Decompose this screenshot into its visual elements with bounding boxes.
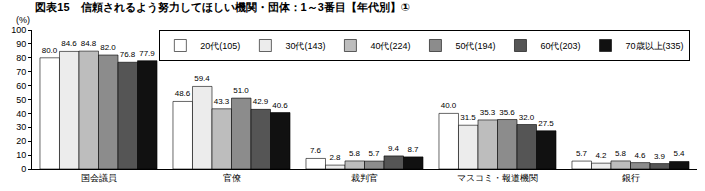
svg-text:80: 80 bbox=[16, 53, 26, 63]
svg-text:5.7: 5.7 bbox=[576, 149, 588, 158]
svg-text:4.6: 4.6 bbox=[634, 151, 646, 160]
svg-text:50: 50 bbox=[16, 95, 26, 105]
svg-text:30代(143): 30代(143) bbox=[285, 41, 325, 51]
svg-text:20代(105): 20代(105) bbox=[200, 41, 240, 51]
svg-text:5.7: 5.7 bbox=[368, 149, 380, 158]
svg-text:32.0: 32.0 bbox=[519, 113, 535, 122]
svg-text:9.4: 9.4 bbox=[388, 144, 400, 153]
svg-text:5.8: 5.8 bbox=[349, 149, 361, 158]
svg-text:76.8: 76.8 bbox=[120, 50, 136, 59]
svg-text:銀行: 銀行 bbox=[622, 173, 640, 183]
svg-text:42.9: 42.9 bbox=[253, 97, 269, 106]
svg-text:48.6: 48.6 bbox=[175, 89, 191, 98]
svg-text:マスコミ・報道機関: マスコミ・報道機関 bbox=[457, 173, 538, 183]
svg-text:40: 40 bbox=[16, 109, 26, 119]
svg-text:20: 20 bbox=[16, 136, 26, 146]
svg-text:8.7: 8.7 bbox=[407, 145, 419, 154]
svg-text:84.6: 84.6 bbox=[61, 39, 77, 48]
svg-text:10: 10 bbox=[16, 150, 26, 160]
svg-text:27.5: 27.5 bbox=[538, 119, 554, 128]
svg-text:50代(194): 50代(194) bbox=[455, 41, 495, 51]
svg-text:84.8: 84.8 bbox=[81, 39, 97, 48]
svg-text:3.9: 3.9 bbox=[654, 152, 666, 161]
svg-text:30: 30 bbox=[16, 122, 26, 132]
svg-text:59.4: 59.4 bbox=[194, 74, 210, 83]
svg-text:2.8: 2.8 bbox=[329, 153, 341, 162]
svg-text:5.8: 5.8 bbox=[615, 149, 627, 158]
svg-text:35.6: 35.6 bbox=[499, 108, 515, 117]
svg-text:国会議員: 国会議員 bbox=[81, 173, 117, 183]
svg-text:70歳以上(335): 70歳以上(335) bbox=[626, 41, 684, 51]
svg-text:90: 90 bbox=[16, 39, 26, 49]
svg-text:43.3: 43.3 bbox=[214, 97, 230, 106]
svg-text:77.9: 77.9 bbox=[139, 49, 155, 58]
svg-text:4.2: 4.2 bbox=[595, 151, 607, 160]
svg-text:35.3: 35.3 bbox=[480, 108, 496, 117]
svg-text:51.0: 51.0 bbox=[233, 86, 249, 95]
svg-text:40代(224): 40代(224) bbox=[370, 41, 410, 51]
svg-text:5.4: 5.4 bbox=[673, 149, 685, 158]
svg-text:31.5: 31.5 bbox=[460, 113, 476, 122]
svg-text:70: 70 bbox=[16, 67, 26, 77]
svg-text:(%): (%) bbox=[16, 15, 30, 25]
svg-text:7.6: 7.6 bbox=[310, 146, 322, 155]
svg-text:裁判官: 裁判官 bbox=[351, 173, 378, 183]
svg-text:80.0: 80.0 bbox=[42, 46, 58, 55]
svg-text:60: 60 bbox=[16, 81, 26, 91]
svg-text:0: 0 bbox=[21, 164, 26, 174]
svg-text:40.6: 40.6 bbox=[272, 101, 288, 110]
svg-text:100: 100 bbox=[11, 25, 26, 35]
svg-text:官僚: 官僚 bbox=[223, 173, 241, 183]
svg-text:図表15 信頼されるよう努力してほしい機関・団体：1～3番目: 図表15 信頼されるよう努力してほしい機関・団体：1～3番目【年代別】① bbox=[35, 1, 410, 14]
svg-text:60代(203): 60代(203) bbox=[540, 41, 580, 51]
svg-text:40.0: 40.0 bbox=[441, 101, 457, 110]
svg-text:82.0: 82.0 bbox=[100, 43, 116, 52]
